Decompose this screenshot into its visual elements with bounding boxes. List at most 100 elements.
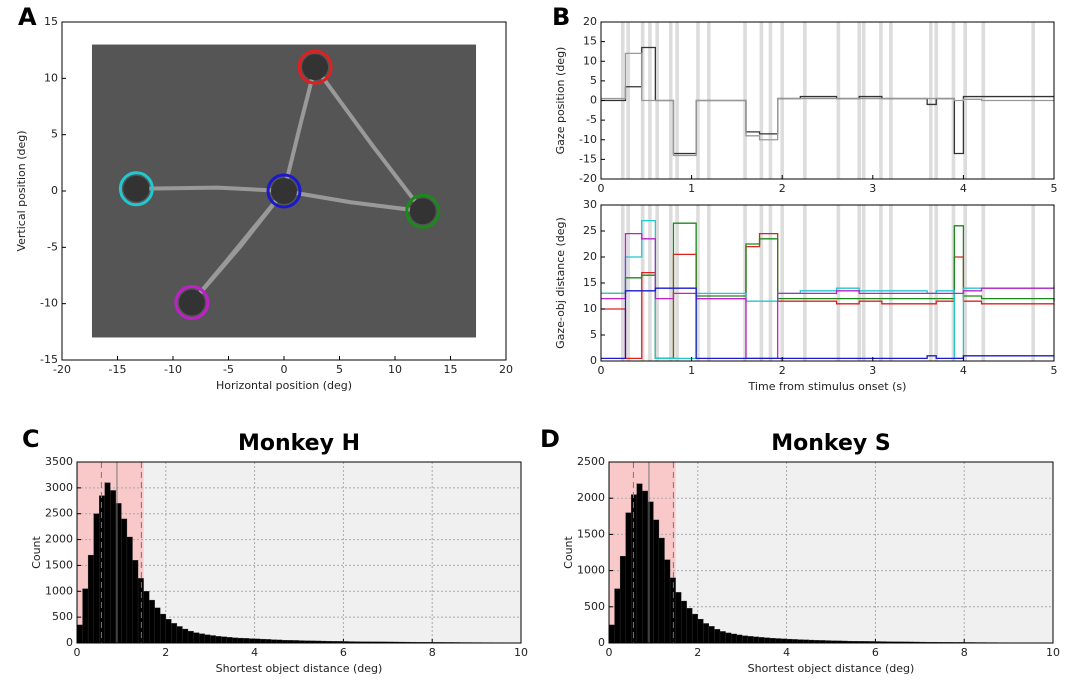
histogram-bar [221,636,228,644]
saccade-band [861,205,866,361]
x-tick-label: 4 [783,646,790,659]
y-tick-label: 30 [583,198,597,211]
x-tick-label: -10 [164,363,182,376]
saccade-band [675,205,679,361]
histogram-bar [193,632,200,644]
histogram-bar [708,626,715,644]
histogram-bar [736,634,743,644]
chart-title: Monkey H [238,431,360,456]
y-tick-label: 0 [598,636,605,649]
histogram-bar [664,559,671,644]
saccade-band [879,205,883,361]
histogram-bar [204,634,211,644]
y-axis-label: Count [30,535,43,568]
saccade-band [879,22,883,179]
series-line [601,52,1054,157]
saccade-band [648,205,652,361]
y-tick-label: 500 [52,610,73,623]
object-thumb [123,175,150,202]
histogram-bar [198,633,205,644]
histogram-bar [764,637,771,644]
y-tick-label: 2500 [45,507,73,520]
histogram-bar [87,554,94,644]
x-tick-label: 2 [162,646,169,659]
saccade-band [963,22,968,179]
histogram-bar [99,495,105,644]
saccade-band [696,205,700,361]
x-tick-label: 0 [598,182,605,195]
histogram-bar [210,635,216,644]
saccade-band [951,22,956,179]
histogram-bar [226,637,233,644]
object-thumb [409,198,436,225]
histogram-bar [104,482,111,644]
histogram-bar [232,637,239,644]
x-tick-label: 20 [499,363,513,376]
saccade-band [889,205,893,361]
y-tick-label: 10 [583,54,597,67]
histogram-bar [675,592,682,644]
y-tick-label: 5 [590,328,597,341]
x-tick-label: 15 [444,363,458,376]
x-tick-label: 5 [1051,182,1058,195]
x-axis-label: Shortest object distance (deg) [216,662,383,675]
histogram-bar [148,599,155,644]
y-tick-label: 3000 [45,481,73,494]
saccade-band [675,22,679,179]
histogram-bar [619,555,626,644]
saccade-band [857,22,862,179]
background-region [143,462,521,643]
x-tick-label: -20 [53,363,71,376]
y-tick-label: 2500 [577,455,605,468]
x-tick-label: 5 [1051,364,1058,377]
x-tick-label: 1 [688,182,695,195]
y-axis-label: Count [562,535,575,568]
panel-label: B [552,3,570,31]
saccade-band [1031,205,1035,361]
histogram-bar [93,513,100,644]
histogram-bar [703,623,710,644]
y-tick-label: 0 [590,94,597,107]
saccade-band [928,205,933,361]
y-tick-label: -15 [579,152,597,165]
x-tick-label: 8 [429,646,436,659]
saccade-band [928,22,933,179]
saccade-band [743,205,747,361]
x-tick-label: 2 [779,364,786,377]
histogram-bar [669,577,676,644]
histogram-bar [110,490,117,644]
y-tick-label: -5 [586,113,597,126]
axes-frame [608,461,1054,644]
histogram-bar [237,637,244,644]
saccade-band [640,205,645,361]
histogram-bar [714,629,721,644]
object-thumb [178,289,205,316]
x-tick-label: 4 [251,646,258,659]
saccade-band [857,205,862,361]
x-tick-label: 2 [694,646,701,659]
histogram-bar [265,639,272,644]
saccade-band [861,22,866,179]
x-axis-label: Shortest object distance (deg) [748,662,915,675]
y-tick-label: 500 [584,600,605,613]
x-tick-label: 3 [869,364,876,377]
x-tick-label: 6 [340,646,347,659]
saccade-band [951,205,956,361]
panel-label: C [22,425,40,453]
axes-frame [600,21,1055,180]
histogram-bar [259,638,266,644]
saccade-band [803,22,807,179]
histogram-bar [165,619,172,644]
histogram-bar [753,636,759,644]
y-tick-label: 0 [590,354,597,367]
x-tick-label: 10 [514,646,528,659]
panel-label: D [540,425,560,453]
histogram-bar [686,608,693,644]
x-axis-label: Time from stimulus onset (s) [748,380,907,393]
histogram-bar [176,626,183,644]
panel-label: A [18,3,37,31]
x-tick-label: -15 [109,363,127,376]
background-region [675,462,1053,643]
y-tick-label: 5 [51,128,58,141]
x-tick-label: 0 [606,646,613,659]
